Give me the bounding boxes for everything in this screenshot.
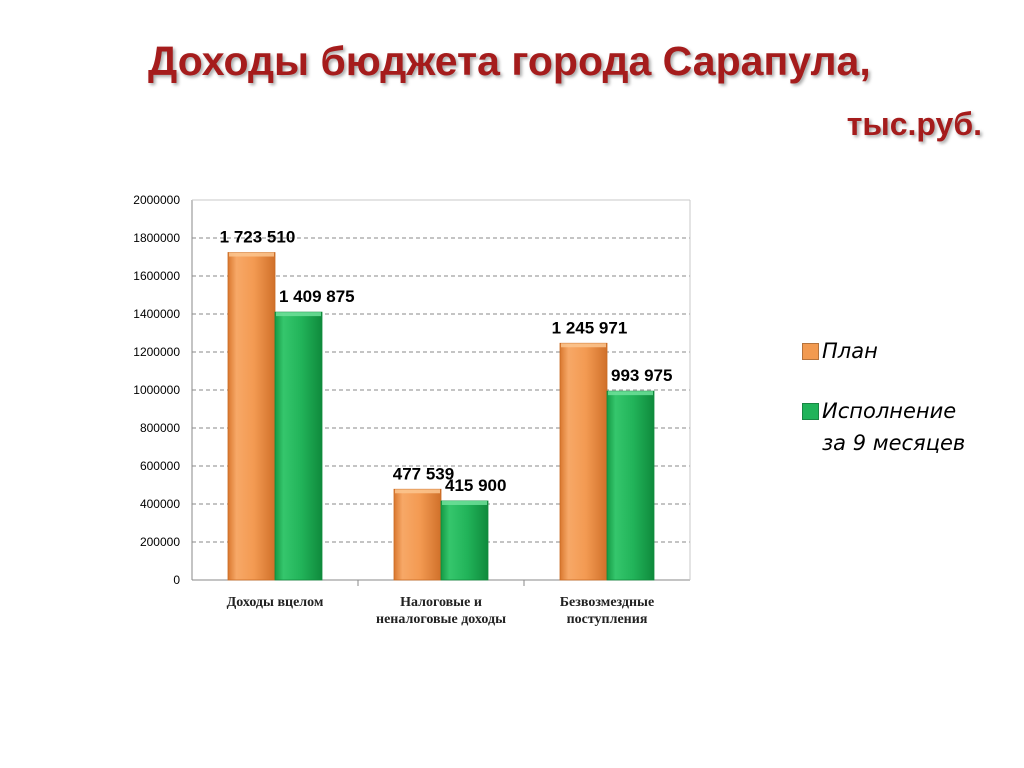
legend-label-execution-line2: за 9 месяцев bbox=[822, 431, 966, 455]
data-label-execution: 993 975 bbox=[611, 366, 672, 385]
x-category-label: поступления bbox=[567, 612, 648, 627]
data-label-plan: 1 245 971 bbox=[552, 318, 628, 337]
bars bbox=[227, 252, 655, 581]
legend-swatch-plan bbox=[802, 343, 819, 360]
data-label-execution: 1 409 875 bbox=[279, 287, 355, 306]
y-tick-label: 2000000 bbox=[133, 193, 180, 207]
x-category-label: неналоговые доходы bbox=[376, 612, 506, 627]
y-tick-label: 1600000 bbox=[133, 269, 180, 283]
page-title: Доходы бюджета города Сарапула, bbox=[148, 38, 871, 84]
y-tick-label: 1800000 bbox=[133, 231, 180, 245]
bar-execution bbox=[606, 390, 655, 581]
data-label-execution: 415 900 bbox=[445, 476, 506, 495]
y-tick-label: 1000000 bbox=[133, 383, 180, 397]
data-label-plan: 477 539 bbox=[393, 464, 454, 483]
y-tick-label: 0 bbox=[173, 573, 180, 587]
bar-top-highlight bbox=[276, 312, 321, 317]
y-tick-label: 600000 bbox=[140, 459, 180, 473]
legend: План Исполнение за 9 месяцев bbox=[800, 335, 965, 459]
x-category-label: Доходы вцелом bbox=[227, 595, 324, 610]
bar-top-highlight bbox=[395, 489, 440, 494]
legend-swatch-execution bbox=[802, 403, 819, 420]
bar-top-highlight bbox=[442, 500, 487, 505]
y-tick-label: 1400000 bbox=[133, 307, 180, 321]
bar-top-highlight bbox=[561, 343, 606, 348]
x-category-label: Безвозмездные bbox=[560, 595, 654, 610]
bar-top-highlight bbox=[608, 391, 653, 396]
legend-label-plan: План bbox=[822, 339, 878, 363]
x-category-label: Налоговые и bbox=[400, 595, 482, 610]
axes: 0 200000 400000 600000 800000 1000000 1200000 1… bbox=[133, 193, 691, 627]
y-tick-label: 800000 bbox=[140, 421, 180, 435]
bar-plan bbox=[227, 252, 276, 581]
units-label: тыс.руб. bbox=[846, 106, 982, 142]
bar-top-highlight bbox=[229, 252, 274, 257]
bar-plan bbox=[559, 342, 608, 581]
bar-plan bbox=[393, 488, 442, 581]
legend-label-execution-line1: Исполнение bbox=[822, 399, 957, 423]
legend-item-execution: Исполнение за 9 месяцев bbox=[800, 395, 965, 459]
y-tick-label: 1200000 bbox=[133, 345, 180, 359]
legend-item-plan: План bbox=[800, 335, 965, 367]
bar-execution bbox=[274, 311, 323, 581]
data-label-plan: 1 723 510 bbox=[220, 228, 296, 247]
y-tick-label: 200000 bbox=[140, 535, 180, 549]
bar-execution bbox=[440, 500, 489, 581]
y-tick-label: 400000 bbox=[140, 497, 180, 511]
